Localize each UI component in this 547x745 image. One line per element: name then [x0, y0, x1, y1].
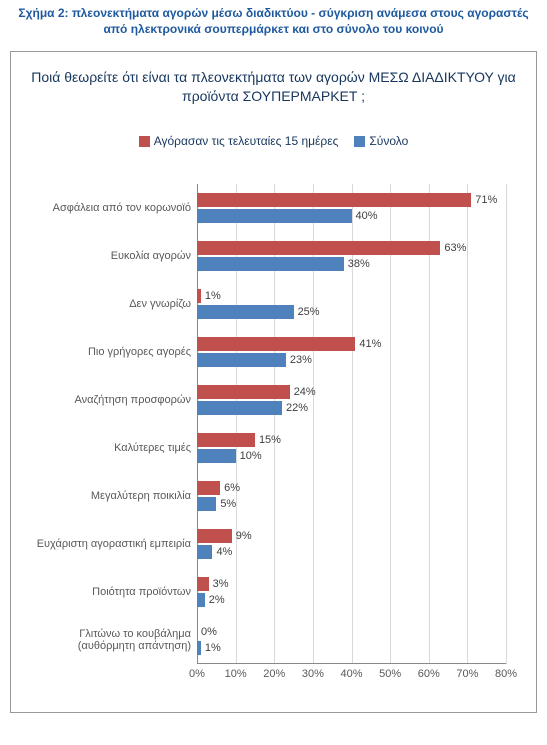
- legend-swatch: [354, 136, 365, 147]
- bar: 23%: [197, 353, 286, 367]
- x-axis: 0%10%20%30%40%50%60%70%80%: [197, 664, 506, 688]
- bar-value-label: 71%: [471, 194, 497, 206]
- bar: 6%: [197, 481, 220, 495]
- bar: 3%: [197, 577, 209, 591]
- bar-group: Ασφάλεια από τον κορωνοϊό71%40%: [197, 184, 506, 232]
- bar-value-label: 22%: [282, 402, 308, 414]
- x-tick-label: 70%: [456, 668, 478, 680]
- chart-box: Ποιά θεωρείτε ότι είναι τα πλεονεκτήματα…: [10, 51, 537, 713]
- bar-group: Καλύτερες τιμές15%10%: [197, 424, 506, 472]
- bar: 15%: [197, 433, 255, 447]
- plot-area: Ασφάλεια από τον κορωνοϊό71%40%Ευκολία α…: [197, 184, 506, 688]
- legend-item: Αγόρασαν τις τελευταίες 15 ημέρες: [139, 134, 339, 148]
- category-label: Ευχάριστη αγοραστική εμπειρία: [19, 538, 197, 550]
- bar-group: Δεν γνωρίζω1%25%: [197, 280, 506, 328]
- plot-inner: Ασφάλεια από τον κορωνοϊό71%40%Ευκολία α…: [197, 184, 506, 664]
- category-label: Ασφάλεια από τον κορωνοϊό: [19, 202, 197, 214]
- chart-title: Ποιά θεωρείτε ότι είναι τα πλεονεκτήματα…: [21, 68, 526, 106]
- category-label: Δεν γνωρίζω: [19, 298, 197, 310]
- x-tick-label: 0%: [189, 668, 205, 680]
- bar-value-label: 24%: [290, 386, 316, 398]
- legend-label: Σύνολο: [369, 134, 408, 148]
- bar-group: Ευχάριστη αγοραστική εμπειρία9%4%: [197, 520, 506, 568]
- x-tick-label: 10%: [225, 668, 247, 680]
- bar-value-label: 5%: [216, 498, 236, 510]
- bar-group: Πιο γρήγορες αγορές41%23%: [197, 328, 506, 376]
- bar: 71%: [197, 193, 471, 207]
- bar-value-label: 41%: [355, 338, 381, 350]
- bar-value-label: 10%: [236, 450, 262, 462]
- gridline: [506, 184, 507, 664]
- x-tick-label: 30%: [302, 668, 324, 680]
- bar: 2%: [197, 593, 205, 607]
- bar-value-label: 0%: [197, 626, 217, 638]
- bar-group: Ευκολία αγορών63%38%: [197, 232, 506, 280]
- bar-value-label: 23%: [286, 354, 312, 366]
- bar: 9%: [197, 529, 232, 543]
- figure-caption: Σχήμα 2: πλεονεκτήματα αγορών μέσω διαδι…: [10, 6, 537, 37]
- bar-value-label: 63%: [440, 242, 466, 254]
- bar-group: Γλιτώνω το κουβάλημα (αυθόρμητη απάντηση…: [197, 616, 506, 664]
- bar-value-label: 6%: [220, 482, 240, 494]
- category-label: Ποιότητα προϊόντων: [19, 586, 197, 598]
- category-label: Πιο γρήγορες αγορές: [19, 346, 197, 358]
- bar-group: Ποιότητα προϊόντων3%2%: [197, 568, 506, 616]
- figure-container: Σχήμα 2: πλεονεκτήματα αγορών μέσω διαδι…: [0, 0, 547, 723]
- bar: 1%: [197, 289, 201, 303]
- bar-value-label: 15%: [255, 434, 281, 446]
- bar: 25%: [197, 305, 294, 319]
- bar-group: Μεγαλύτερη ποικιλία6%5%: [197, 472, 506, 520]
- bar: 1%: [197, 641, 201, 655]
- category-label: Αναζήτηση προσφορών: [19, 394, 197, 406]
- bar-value-label: 9%: [232, 530, 252, 542]
- legend: Αγόρασαν τις τελευταίες 15 ημέρες Σύνολο: [21, 134, 526, 148]
- legend-swatch: [139, 136, 150, 147]
- bar: 4%: [197, 545, 212, 559]
- category-label: Καλύτερες τιμές: [19, 442, 197, 454]
- bar-value-label: 1%: [201, 290, 221, 302]
- bar: 24%: [197, 385, 290, 399]
- x-tick-label: 80%: [495, 668, 517, 680]
- bar: 63%: [197, 241, 440, 255]
- bar: 10%: [197, 449, 236, 463]
- category-label: Ευκολία αγορών: [19, 250, 197, 262]
- bar-value-label: 25%: [294, 306, 320, 318]
- category-label: Γλιτώνω το κουβάλημα (αυθόρμητη απάντηση…: [19, 628, 197, 652]
- bar: 40%: [197, 209, 352, 223]
- x-tick-label: 20%: [263, 668, 285, 680]
- category-label: Μεγαλύτερη ποικιλία: [19, 490, 197, 502]
- bar: 38%: [197, 257, 344, 271]
- bar-group: Αναζήτηση προσφορών24%22%: [197, 376, 506, 424]
- bar: 22%: [197, 401, 282, 415]
- legend-item: Σύνολο: [354, 134, 408, 148]
- legend-label: Αγόρασαν τις τελευταίες 15 ημέρες: [154, 134, 339, 148]
- x-tick-label: 60%: [418, 668, 440, 680]
- bar-value-label: 38%: [344, 258, 370, 270]
- bar-value-label: 4%: [212, 546, 232, 558]
- bar-value-label: 2%: [205, 594, 225, 606]
- x-tick-label: 50%: [379, 668, 401, 680]
- bar: 41%: [197, 337, 355, 351]
- bar: 5%: [197, 497, 216, 511]
- bar-value-label: 3%: [209, 578, 229, 590]
- x-tick-label: 40%: [340, 668, 362, 680]
- bar-value-label: 40%: [352, 210, 378, 222]
- bar-value-label: 1%: [201, 642, 221, 654]
